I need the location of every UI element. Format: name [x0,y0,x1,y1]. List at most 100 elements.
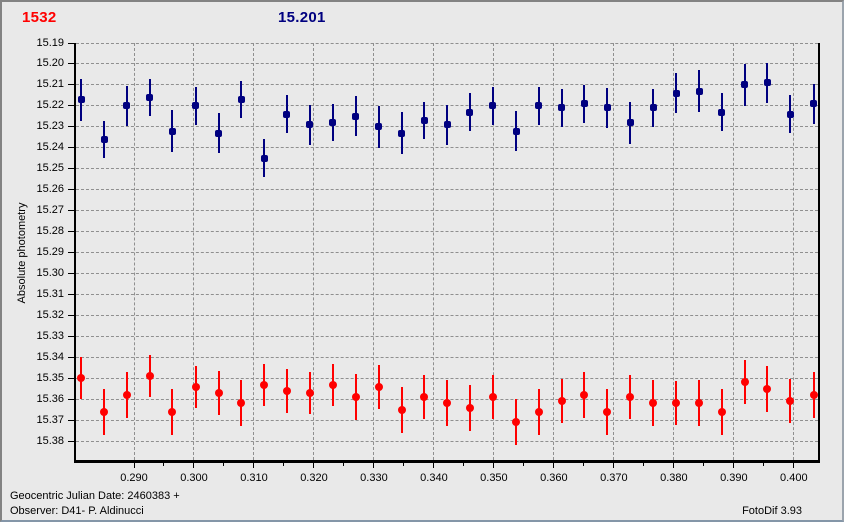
y-tick-mark [68,105,74,107]
data-point [191,382,200,391]
data-point [512,127,520,135]
data-point [535,102,543,110]
x-minor-tick-mark [523,463,525,466]
x-tick-label: 0.300 [180,472,208,484]
x-gridline [493,43,495,460]
data-point [214,388,223,397]
data-point [580,100,588,108]
y-gridline [76,252,818,254]
x-gridline [253,43,255,460]
data-point [260,380,269,389]
data-point [763,79,771,87]
y-tick-mark [68,189,74,191]
y-tick-label: 15.30 [36,267,64,279]
y-tick-label: 15.27 [36,204,64,217]
y-tick-label: 15.28 [36,225,64,238]
data-point [809,391,818,400]
julian-date-label: Geocentric Julian Date: 2460383 + [10,490,180,502]
x-minor-tick-mark [223,463,225,466]
y-gridline [76,335,818,337]
y-tick-label: 15.21 [36,78,64,91]
observer-label: Observer: D41- P. Aldinucci [10,505,144,517]
y-gridline [76,189,818,191]
object-number-label: 1532 [22,9,57,26]
x-tick-label: 0.350 [480,472,508,484]
data-point [649,399,658,408]
data-point [123,102,131,110]
y-tick-label: 15.31 [36,287,64,300]
x-tick-label: 0.340 [420,472,448,484]
x-minor-tick-mark [643,463,645,466]
data-point [306,121,314,129]
y-tick-mark [68,147,74,149]
x-tick-label: 0.320 [300,472,328,484]
x-minor-tick-mark [763,463,765,466]
data-point [100,135,108,143]
x-tick-label: 0.290 [120,472,148,484]
y-tick-label: 15.24 [36,141,64,154]
y-gridline [76,168,818,170]
x-minor-tick-mark [463,463,465,466]
x-tick-mark [133,463,135,468]
y-tick-label: 15.19 [36,36,64,49]
data-point [557,397,566,406]
data-point [718,108,726,116]
x-minor-tick-mark [163,463,165,466]
data-point [558,104,566,112]
x-gridline [133,43,135,460]
x-tick-mark [493,463,495,468]
x-tick-mark [553,463,555,468]
y-gridline [76,63,818,65]
y-tick-mark [68,356,74,358]
y-tick-label: 15.33 [36,329,64,342]
y-gridline [76,377,818,379]
y-tick-mark [68,335,74,337]
data-point [192,102,200,110]
data-point [603,407,612,416]
y-tick-label: 15.38 [36,434,64,447]
y-tick-mark [68,210,74,212]
data-point [398,129,406,137]
y-tick-label: 15.35 [36,371,64,384]
x-gridline [673,43,675,460]
data-point [466,108,474,116]
x-tick-label: 0.390 [720,472,748,484]
x-gridline [433,43,435,460]
data-point [100,407,108,416]
x-tick-label: 0.330 [360,472,388,484]
y-gridline [76,273,818,274]
data-point [786,397,795,406]
y-gridline [76,210,818,212]
y-tick-mark [68,293,74,295]
data-point [786,110,794,118]
x-gridline [613,43,615,460]
data-point [763,384,772,393]
data-point [626,119,634,127]
y-tick-label: 15.20 [36,57,64,70]
y-gridline [76,84,818,86]
data-point [283,110,291,118]
x-tick-mark [253,463,255,468]
data-point [282,386,291,395]
data-point [717,407,726,416]
y-gridline [76,147,818,149]
y-gridline [76,356,818,358]
plot-area: 15.19 15.20 15.21 15.22 15.23 15.24 15.25 15.26… [36,37,820,484]
app-version-label: FotoDif 3.93 [742,505,802,517]
data-point [305,388,314,397]
data-point [420,393,429,402]
y-gridline [76,314,818,316]
data-point [168,407,177,416]
data-point [512,418,521,427]
x-minor-tick-mark [283,463,285,466]
x-gridline [313,43,315,460]
y-tick-mark [68,42,74,44]
x-minor-tick-mark [583,463,585,466]
y-tick-label: 15.26 [36,183,64,196]
x-gridline [373,43,375,460]
data-point [534,407,543,416]
y-tick-label: 15.34 [36,350,64,363]
y-tick-mark [68,168,74,170]
data-point [374,382,383,391]
y-tick-label: 15.22 [36,99,64,112]
